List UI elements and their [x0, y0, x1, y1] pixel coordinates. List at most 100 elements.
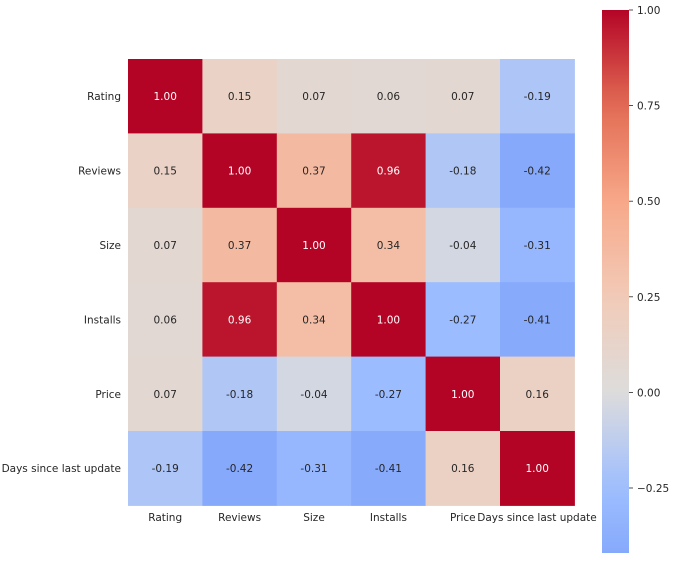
cell-rect — [500, 356, 575, 432]
row-label: Size — [99, 240, 121, 252]
cell-annotation: 0.34 — [377, 240, 401, 252]
cell-rect — [202, 356, 278, 432]
column-label: Price — [450, 512, 476, 524]
cell-rect — [425, 133, 501, 209]
cell-rect — [202, 59, 278, 134]
cell-annotation: -0.18 — [449, 166, 476, 178]
heatmap-cell: -0.42 — [202, 431, 278, 506]
heatmap-cell: 0.07 — [276, 59, 352, 134]
heatmap-cell: -0.19 — [500, 59, 575, 134]
colorbar — [602, 10, 629, 553]
heatmap-cell: 0.15 — [128, 133, 203, 209]
cell-annotation: 1.00 — [154, 91, 177, 103]
cell-rect — [351, 282, 427, 358]
cell-annotation: 0.16 — [526, 389, 550, 401]
heatmap-cell: 0.07 — [425, 59, 501, 134]
cell-rect — [276, 282, 352, 358]
row-label: Days since last update — [2, 463, 121, 475]
cell-rect — [500, 207, 575, 283]
heatmap-cell: 1.00 — [500, 431, 575, 506]
heatmap-cell: -0.04 — [276, 356, 352, 432]
column-label: Reviews — [218, 512, 261, 524]
cell-rect — [500, 59, 575, 134]
cell-rect — [202, 282, 278, 358]
cell-rect — [425, 59, 501, 134]
cell-annotation: 0.15 — [228, 91, 251, 103]
cell-rect — [276, 356, 352, 432]
column-label: Size — [303, 512, 325, 524]
column-label: Rating — [148, 512, 182, 524]
heatmap-cell: 0.96 — [202, 282, 278, 358]
cell-rect — [128, 282, 203, 358]
cell-rect — [202, 207, 278, 283]
cell-annotation: -0.04 — [300, 389, 327, 401]
heatmap-cell: 1.00 — [128, 59, 203, 134]
heatmap-cell: -0.04 — [425, 207, 501, 283]
cell-annotation: 0.37 — [228, 240, 251, 252]
cell-annotation: -0.31 — [300, 463, 327, 475]
cell-rect — [351, 431, 427, 506]
cell-annotation: -0.04 — [449, 240, 476, 252]
cell-rect — [276, 207, 352, 283]
heatmap-cell: -0.18 — [425, 133, 501, 209]
cell-annotation: -0.42 — [524, 166, 551, 178]
cell-rect — [351, 59, 427, 134]
cell-annotation: 0.34 — [302, 314, 326, 326]
cell-annotation: 0.15 — [154, 166, 177, 178]
cell-rect — [128, 207, 203, 283]
cell-rect — [128, 133, 203, 209]
column-label: Days since last update — [477, 512, 596, 524]
heatmap-cells: 1.00 0.15 0.07 0.06 0.07 -0.19 0.15 1.00 0.37 0.9… — [128, 59, 575, 506]
heatmap-cell: 0.96 — [351, 133, 427, 209]
cell-rect — [425, 431, 501, 506]
column-label: Installs — [370, 512, 407, 524]
heatmap-cell: -0.31 — [500, 207, 575, 283]
heatmap-cell: 0.07 — [128, 207, 203, 283]
cell-rect — [425, 282, 501, 358]
cell-annotation: -0.19 — [524, 91, 551, 103]
cell-rect — [128, 356, 203, 432]
row-labels: Rating Reviews Size Installs Price Days since… — [2, 91, 121, 475]
cell-rect — [425, 356, 501, 432]
cell-annotation: 1.00 — [377, 314, 400, 326]
cell-annotation: 1.00 — [526, 463, 549, 475]
cell-rect — [276, 59, 352, 134]
heatmap-cell: 1.00 — [276, 207, 352, 283]
cell-annotation: -0.27 — [375, 389, 402, 401]
heatmap-cell: 0.15 — [202, 59, 278, 134]
cell-rect — [351, 207, 427, 283]
colorbar-tick-label: 0.00 — [637, 387, 660, 399]
cell-rect — [425, 207, 501, 283]
heatmap-cell: -0.41 — [500, 282, 575, 358]
cell-annotation: -0.42 — [226, 463, 253, 475]
cell-annotation: -0.18 — [226, 389, 253, 401]
cell-annotation: -0.19 — [152, 463, 179, 475]
column-labels: Rating Reviews Size Installs Price Days since… — [148, 512, 596, 524]
heatmap-cell: 0.16 — [425, 431, 501, 506]
heatmap-cell: -0.27 — [351, 356, 427, 432]
cell-annotation: -0.27 — [449, 314, 476, 326]
heatmap-cell: 1.00 — [351, 282, 427, 358]
cell-rect — [202, 133, 278, 209]
heatmap-cell: 0.37 — [276, 133, 352, 209]
cell-rect — [351, 356, 427, 432]
cell-rect — [500, 133, 575, 209]
cell-annotation: 1.00 — [451, 389, 474, 401]
heatmap-cell: 1.00 — [425, 356, 501, 432]
cell-annotation: -0.31 — [524, 240, 551, 252]
colorbar-tick-label: 1.00 — [637, 5, 660, 17]
row-label: Rating — [87, 91, 121, 103]
colorbar-tick-label: 0.75 — [637, 101, 660, 113]
heatmap-cell: 0.37 — [202, 207, 278, 283]
row-label: Price — [95, 389, 121, 401]
row-label: Reviews — [78, 166, 121, 178]
heatmap-cell: 0.07 — [128, 356, 203, 432]
heatmap-cell: -0.27 — [425, 282, 501, 358]
cell-annotation: 1.00 — [228, 166, 251, 178]
cell-rect — [276, 133, 352, 209]
heatmap-cell: 0.16 — [500, 356, 575, 432]
cell-annotation: -0.41 — [375, 463, 402, 475]
cell-annotation: 0.16 — [451, 463, 475, 475]
cell-rect — [202, 431, 278, 506]
